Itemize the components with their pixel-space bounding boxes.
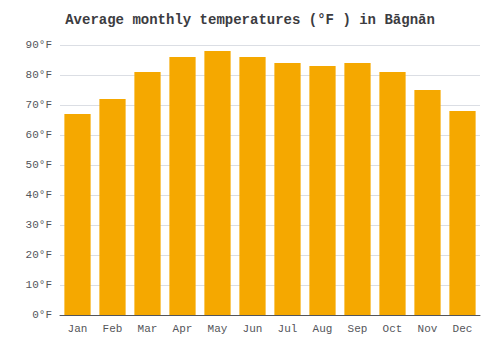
svg-text:50°F: 50°F [26, 159, 52, 171]
svg-text:10°F: 10°F [26, 279, 52, 291]
svg-text:70°F: 70°F [26, 99, 52, 111]
svg-text:May: May [208, 323, 228, 335]
svg-text:Mar: Mar [138, 323, 158, 335]
svg-text:Feb: Feb [103, 323, 123, 335]
svg-text:Dec: Dec [453, 323, 473, 335]
svg-text:Aug: Aug [313, 323, 333, 335]
svg-text:90°F: 90°F [26, 39, 52, 51]
svg-text:Oct: Oct [383, 323, 403, 335]
svg-text:Jul: Jul [278, 323, 298, 335]
svg-text:Jan: Jan [68, 323, 88, 335]
svg-text:30°F: 30°F [26, 219, 52, 231]
svg-text:80°F: 80°F [26, 69, 52, 81]
svg-text:0°F: 0°F [32, 309, 52, 321]
svg-text:Jun: Jun [243, 323, 263, 335]
svg-text:Sep: Sep [348, 323, 368, 335]
svg-text:Apr: Apr [173, 323, 193, 335]
svg-text:Nov: Nov [418, 323, 438, 335]
svg-text:Average monthly temperatures (: Average monthly temperatures (°F ) in Bā… [65, 12, 435, 28]
svg-text:60°F: 60°F [26, 129, 52, 141]
svg-text:40°F: 40°F [26, 189, 52, 201]
svg-text:20°F: 20°F [26, 249, 52, 261]
